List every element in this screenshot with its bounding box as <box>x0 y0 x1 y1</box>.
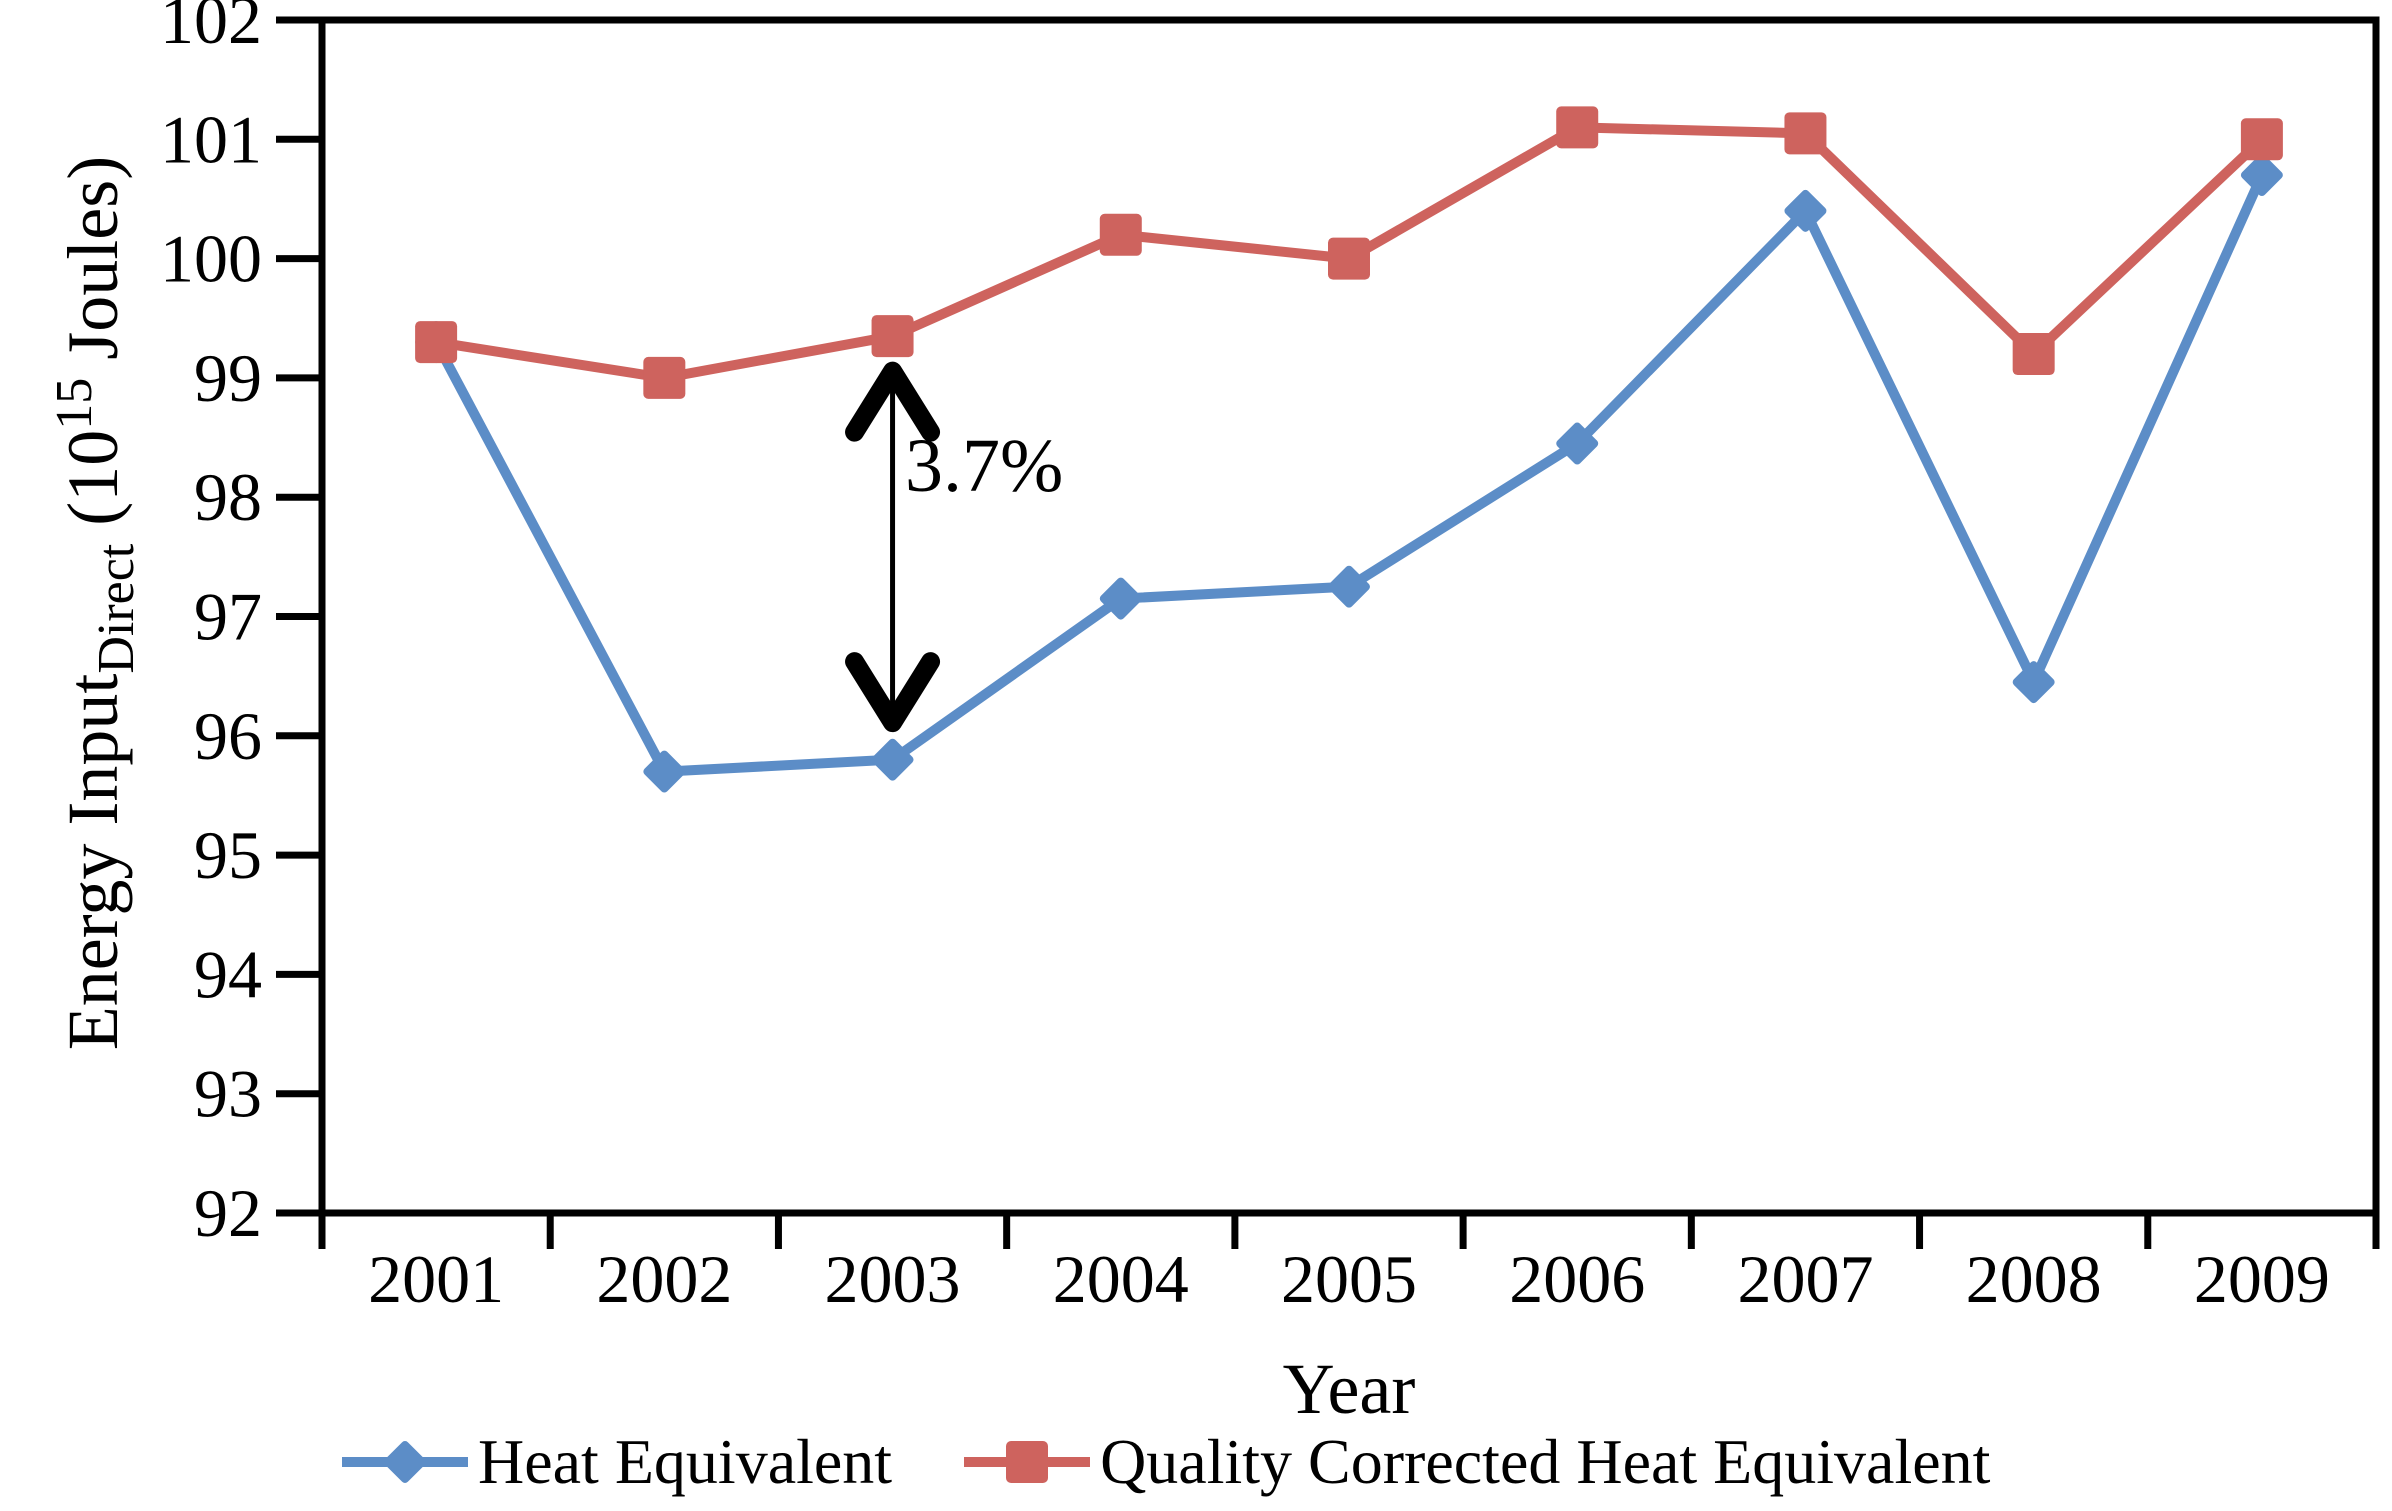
x-tick-label: 2005 <box>1281 1241 1417 1317</box>
legend-label-heat-equivalent: Heat Equivalent <box>478 1426 893 1497</box>
data-point-marker <box>2012 661 2055 704</box>
y-axis: 92 93 94 95 96 97 98 99 100 101 102 <box>160 0 322 1251</box>
x-tick-label: 2004 <box>1053 1241 1189 1317</box>
y-tick-label: 94 <box>194 936 262 1012</box>
data-point-marker <box>643 750 686 793</box>
y-tick-label: 93 <box>194 1056 262 1132</box>
y-tick-label: 101 <box>160 101 262 177</box>
data-point-marker <box>1556 106 1599 149</box>
square-marker-icon <box>1006 1441 1049 1483</box>
diamond-marker-icon <box>384 1441 426 1483</box>
data-point-marker <box>1784 112 1827 155</box>
y-tick-label: 102 <box>160 0 262 58</box>
x-tick-label: 2003 <box>825 1241 961 1317</box>
data-point-marker <box>1556 422 1599 465</box>
data-point-marker <box>2240 118 2283 161</box>
data-point-marker <box>1099 577 1142 620</box>
y-axis-title-superscript: 15 <box>46 377 103 430</box>
data-point-marker <box>1328 237 1370 280</box>
y-axis-title-mid: (10 <box>53 429 133 544</box>
x-tick-label: 2001 <box>368 1241 504 1317</box>
arrowhead-down-icon <box>845 652 941 733</box>
x-tick-label: 2009 <box>2194 1241 2330 1317</box>
legend-marker-heat-equivalent <box>342 1441 468 1483</box>
legend-item-heat-equivalent: Heat Equivalent <box>340 1424 892 1500</box>
y-tick-label: 95 <box>194 817 262 893</box>
data-point-marker <box>2240 154 2283 197</box>
data-point-marker <box>1784 189 1827 232</box>
y-axis-title-main: Energy Input <box>53 673 133 1051</box>
legend-marker-quality-corrected <box>964 1441 1091 1483</box>
data-point-marker <box>415 321 458 364</box>
data-point-marker <box>871 738 914 781</box>
x-tick-label: 2002 <box>596 1241 732 1317</box>
x-tick-label: 2006 <box>1509 1241 1645 1317</box>
legend-item-quality-corrected: Quality Corrected Heat Equivalent <box>962 1424 1990 1500</box>
data-point-marker <box>1328 565 1370 608</box>
y-tick-label: 99 <box>194 340 262 416</box>
difference-arrow <box>845 361 941 733</box>
y-tick-label: 92 <box>194 1175 262 1251</box>
data-point-marker <box>643 356 686 399</box>
x-tick-label: 2007 <box>1737 1241 1873 1317</box>
y-tick-label: 96 <box>194 698 262 774</box>
y-tick-label: 97 <box>194 579 262 655</box>
legend: Heat Equivalent Quality Corrected Heat E… <box>340 1424 1990 1500</box>
y-tick-label: 100 <box>160 221 262 297</box>
y-axis-title-subscript: Direct <box>88 543 145 674</box>
x-tick-label: 2008 <box>1966 1241 2102 1317</box>
data-point-marker <box>871 315 914 358</box>
data-point-marker <box>1099 213 1142 256</box>
arrowhead-up-icon <box>845 361 941 442</box>
data-point-marker <box>2012 333 2055 376</box>
y-tick-label: 98 <box>194 459 262 535</box>
legend-label-quality-corrected: Quality Corrected Heat Equivalent <box>1100 1426 1991 1497</box>
difference-annotation: 3.7% <box>905 424 1064 508</box>
y-axis-title-end: Joules) <box>53 155 133 378</box>
x-axis-title: Year <box>1282 1349 1416 1429</box>
series-quality-corrected-heat-equivalent <box>415 106 2283 399</box>
x-axis: 2001 2002 2003 2004 2005 2006 2007 2008 2009 <box>318 1213 2380 1317</box>
y-axis-title: Energy InputDirect (1015 Joules) <box>27 53 145 1153</box>
